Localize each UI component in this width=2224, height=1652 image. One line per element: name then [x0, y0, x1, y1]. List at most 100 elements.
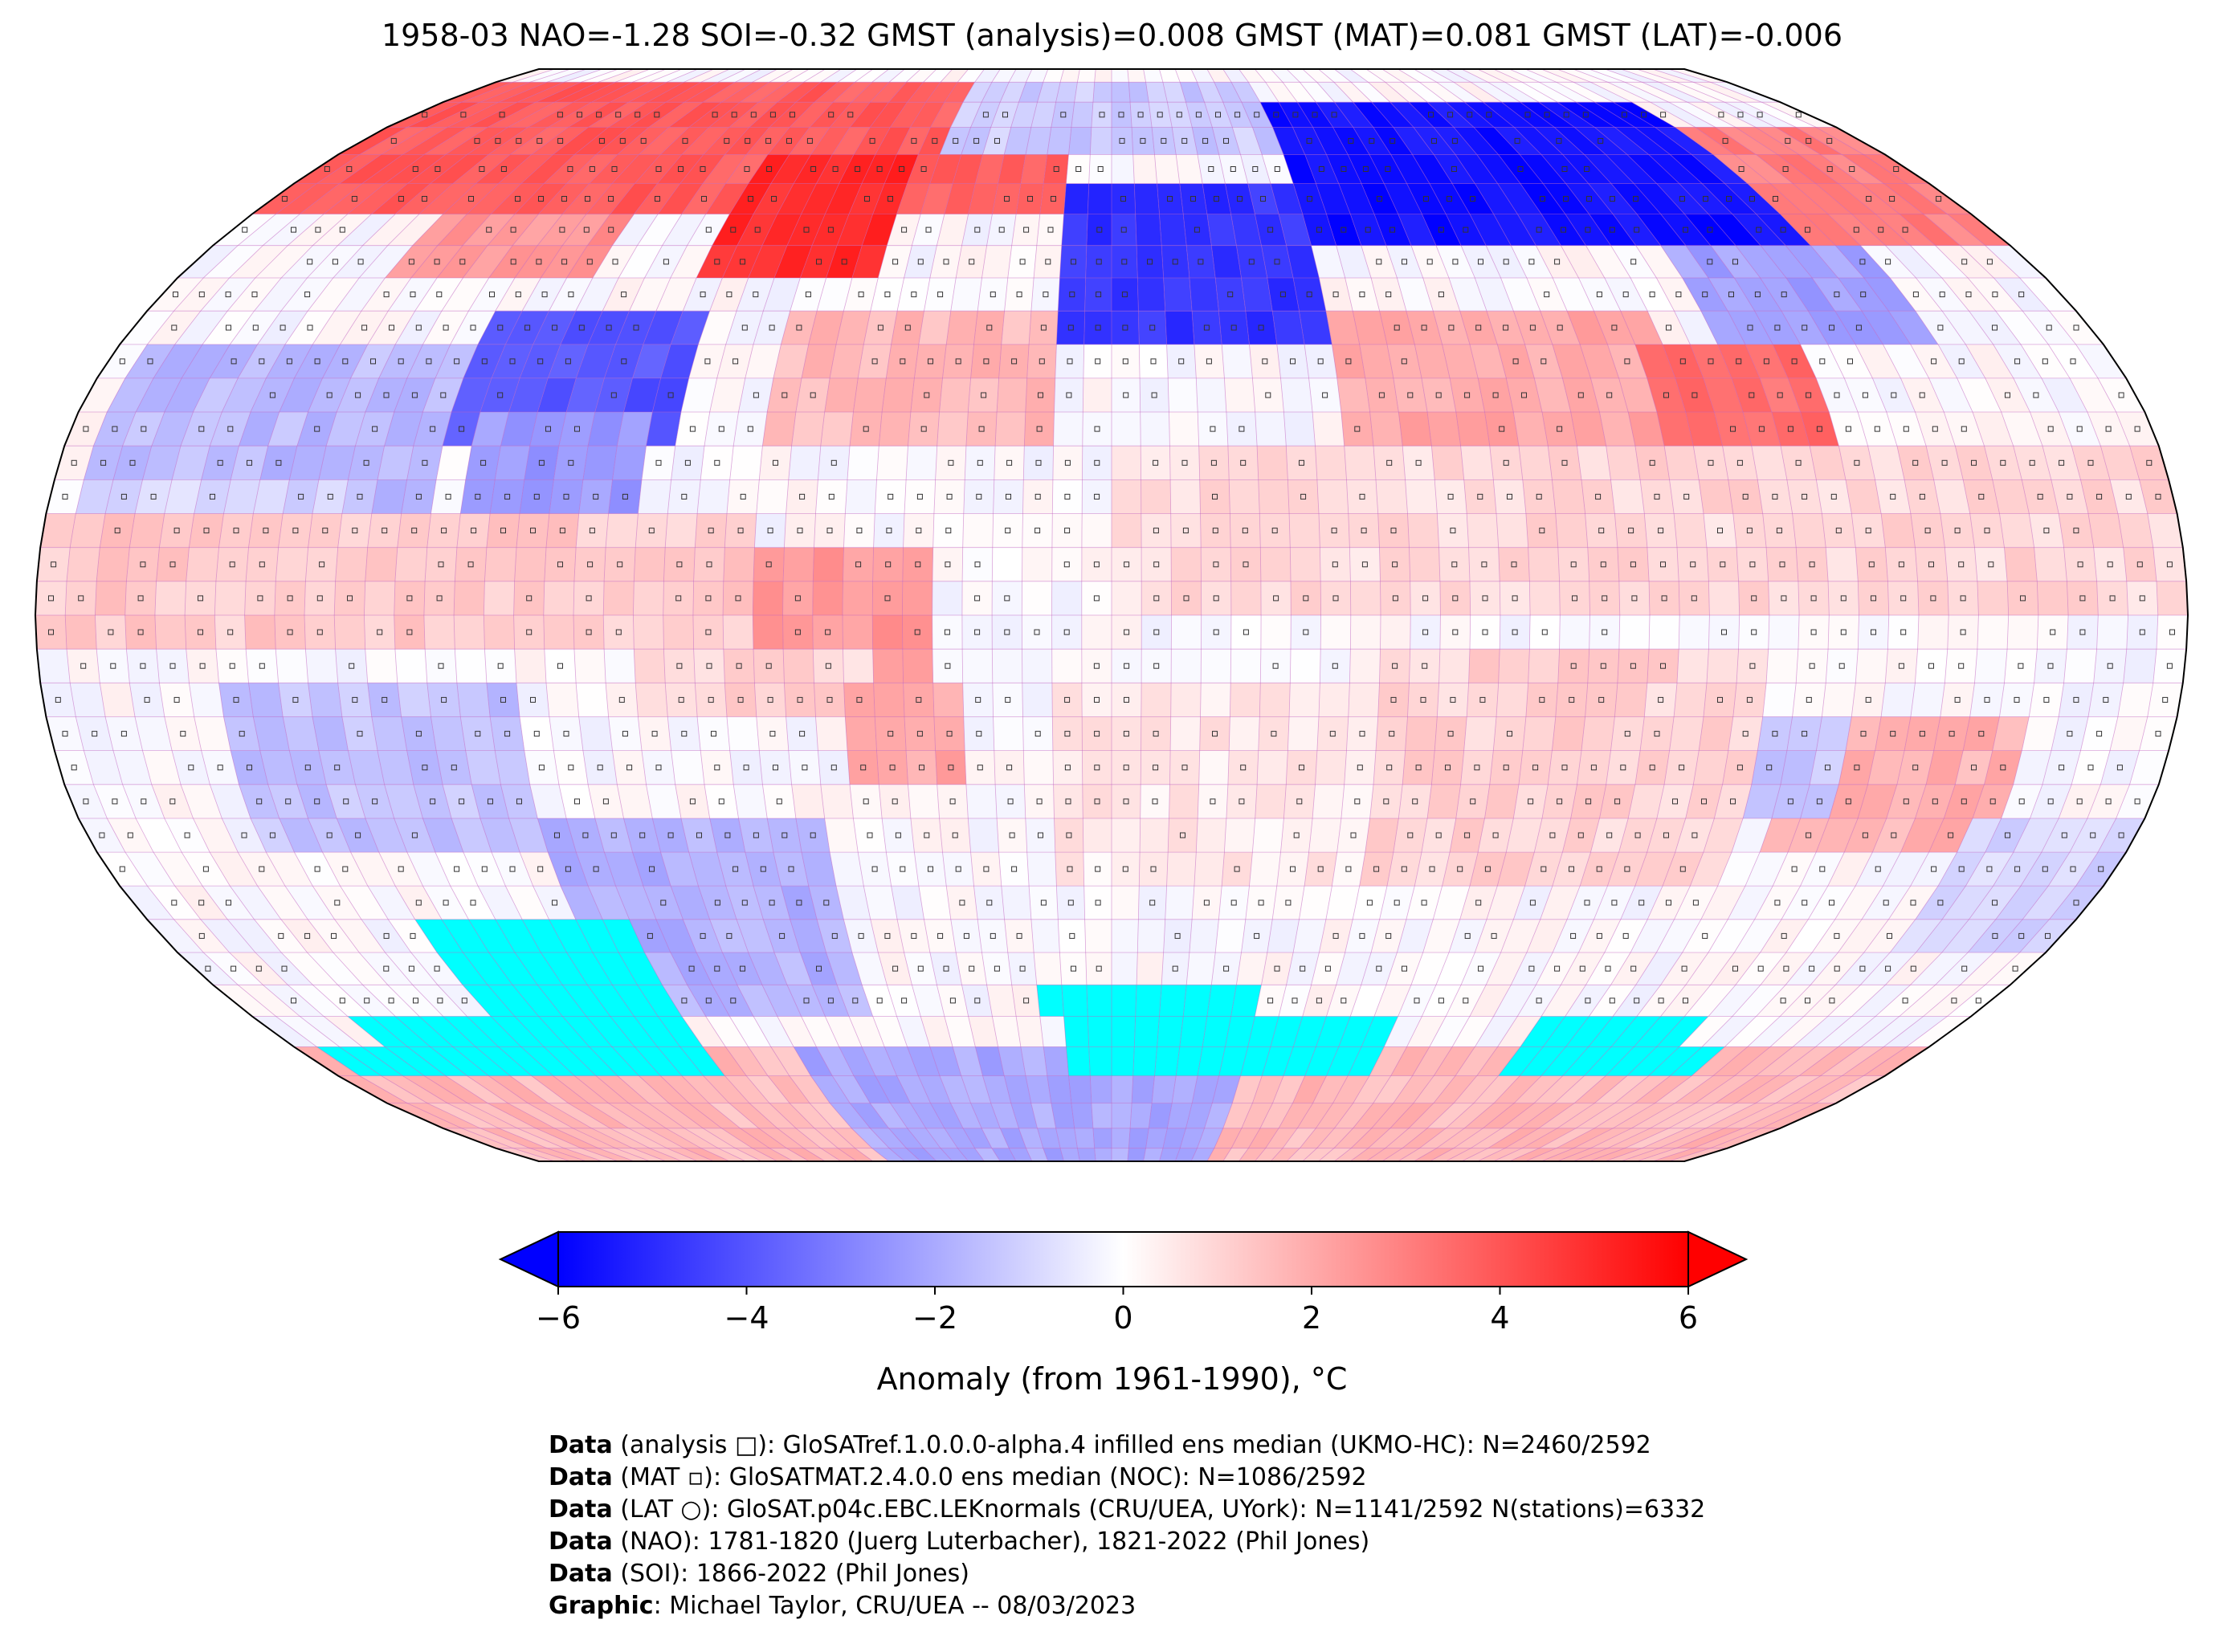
grid-cell [1112, 1128, 1131, 1148]
grid-cell [1308, 818, 1341, 853]
grid-cell [371, 1016, 431, 1047]
grid-cell [1677, 649, 1709, 683]
grid-cell [1260, 547, 1291, 581]
grid-cell [334, 919, 386, 952]
grid-cell [1293, 919, 1326, 952]
grid-cell [667, 1148, 714, 1161]
grid-cell [536, 1128, 598, 1148]
grid-cell [95, 581, 127, 615]
grid-cell [851, 952, 888, 985]
grid-cell [1700, 886, 1745, 920]
grid-cell [1022, 683, 1053, 717]
grid-cell [1706, 1103, 1776, 1128]
grid-cell [1312, 1075, 1349, 1103]
grid-cell [154, 615, 186, 650]
grid-cell [1732, 985, 1786, 1017]
grid-cell [1590, 1128, 1651, 1148]
grid-cell [1230, 649, 1261, 683]
grid-cell [1484, 784, 1519, 818]
grid-cell [902, 649, 933, 683]
grid-cell [1501, 1103, 1555, 1128]
grid-cell [1614, 683, 1647, 717]
grid-cell [1086, 985, 1112, 1017]
grid-cell [1745, 852, 1789, 887]
grid-cell [1412, 1046, 1453, 1076]
grid-cell [1240, 1046, 1271, 1076]
grid-cell [950, 1103, 982, 1128]
grid-cell [259, 750, 297, 785]
grid-cell [1656, 1016, 1709, 1047]
grid-cell [1573, 1148, 1625, 1161]
grid-cell [1022, 547, 1052, 581]
grid-cell [445, 1075, 508, 1103]
grid-cell [1030, 1103, 1056, 1128]
grid-cell [1555, 513, 1588, 548]
grid-cell [1826, 547, 1859, 581]
grid-cell [615, 1148, 667, 1161]
grid-cell [1668, 1103, 1736, 1128]
grid-cell [644, 952, 688, 985]
grid-cell [768, 1075, 810, 1103]
grid-cell [1152, 1075, 1177, 1103]
grid-cell [1910, 683, 1945, 717]
grid-cell [508, 1103, 573, 1128]
grid-cell [2096, 615, 2128, 650]
grid-cell [1634, 1016, 1685, 1047]
grid-cell [1573, 1128, 1632, 1148]
grid-cell [1498, 649, 1530, 683]
grid-cell [1023, 750, 1054, 785]
grid-cell [554, 1128, 616, 1148]
grid-cell [395, 1016, 453, 1047]
grid-cell [1497, 852, 1535, 887]
grid-cell [611, 1046, 661, 1076]
grid-cell [896, 1075, 931, 1103]
colorbar-tick-label: 2 [1302, 1300, 1321, 1336]
grid-cell [1635, 952, 1683, 985]
grid-cell [1369, 1046, 1407, 1076]
grid-cell [1176, 1046, 1203, 1076]
grid-cell [1112, 1103, 1132, 1128]
grid-cell [1576, 1103, 1635, 1128]
grid-cell [1010, 1103, 1038, 1128]
grid-cell [1770, 1016, 1828, 1047]
grid-cell [1618, 615, 1650, 650]
grid-cell [998, 1046, 1026, 1076]
grid-cell [154, 581, 186, 615]
grid-cell [1186, 952, 1216, 985]
grid-cell [1231, 1128, 1260, 1148]
grid-cell [463, 952, 513, 985]
grid-cell [1734, 919, 1781, 952]
grid-cell [1289, 513, 1320, 548]
grid-cell [589, 1046, 639, 1076]
grid-cell [729, 1016, 771, 1047]
grid-cell [394, 547, 427, 581]
grid-cell [537, 985, 586, 1017]
grid-cell [1051, 581, 1082, 615]
grid-cell [443, 1128, 513, 1148]
grid-cell [189, 683, 224, 717]
grid-cell [1743, 784, 1781, 818]
grid-cell [628, 1128, 684, 1148]
grid-cell [896, 1016, 930, 1047]
grid-cell [635, 683, 668, 717]
grid-cell [1189, 919, 1219, 952]
grid-cell [437, 952, 488, 985]
grid-cell [1522, 716, 1556, 751]
grid-cell [381, 1075, 448, 1103]
grid-cell [288, 985, 348, 1017]
grid-cell [1679, 1016, 1732, 1047]
grid-cell [75, 479, 113, 514]
grid-cell [528, 1103, 592, 1128]
grid-cell [1265, 1128, 1298, 1148]
grid-cell [424, 1075, 488, 1103]
grid-cell [941, 1148, 969, 1161]
grid-cell [1454, 1075, 1499, 1103]
grid-cell [646, 784, 681, 818]
grid-cell [1827, 852, 1873, 887]
grid-cell [1691, 1046, 1748, 1076]
grid-cell [2123, 649, 2157, 683]
grid-cell [364, 581, 395, 615]
grid-cell [1112, 886, 1140, 920]
grid-cell [564, 1148, 618, 1161]
grid-cell [1581, 716, 1615, 751]
